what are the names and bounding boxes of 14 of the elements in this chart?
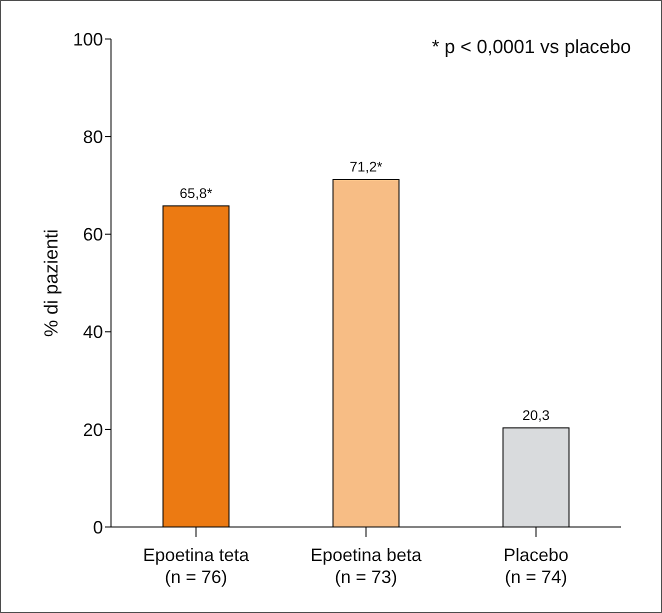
x-tick-label: Epoetina beta (n = 73) [310,545,423,587]
data-label: 20,3 [522,406,550,423]
y-tick-label: 80 [82,126,103,147]
annotation: * p < 0,0001 vs placebo [432,37,631,59]
y-tick-label: 100 [72,29,103,50]
x-tick-label: Epoetina teta (n = 76) [142,545,250,587]
data-label: 65,8* [180,184,213,201]
y-tick-label: 20 [82,420,103,440]
data-label: 71,2* [350,158,383,175]
y-tick-label: 0 [92,517,103,538]
y-axis-title: % di pazienti [42,229,63,337]
y-tick-label: 40 [82,322,103,342]
y-tick-label: 60 [82,224,103,245]
x-tick-label: Placebo (n = 74) [503,545,569,587]
